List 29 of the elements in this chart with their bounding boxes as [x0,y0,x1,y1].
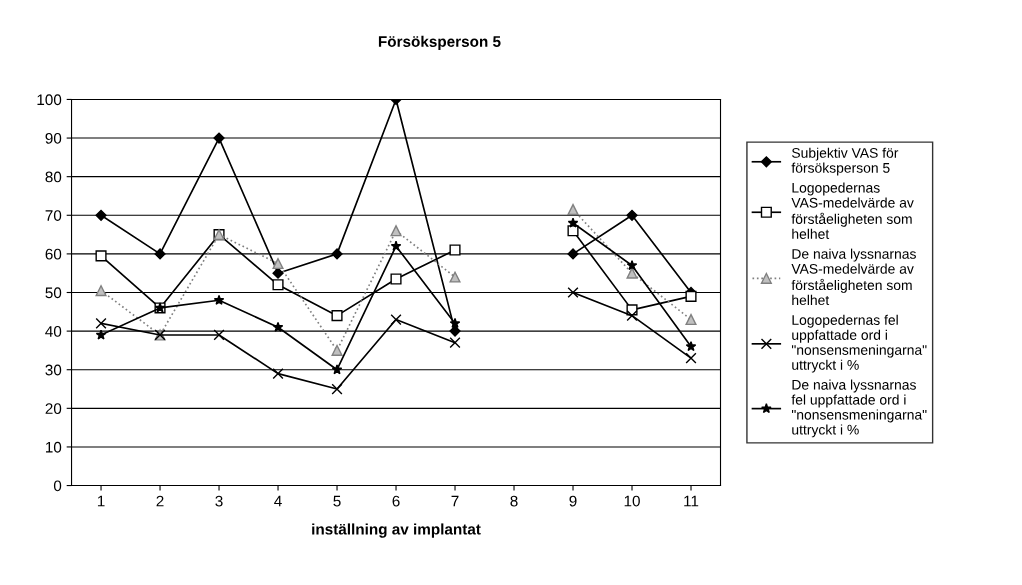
x-tick-label: 4 [274,495,282,507]
x-tick-label: 1 [97,495,105,507]
x-tick-label: 6 [392,495,400,507]
x-tick-label: 9 [569,495,577,507]
y-tick-label: 20 [45,403,62,415]
legend-label: De naiva lyssnarnas fel uppfattade ord i "nonsensmeningarna" uttryckt i % [791,379,927,438]
legend-label: Logopedernas VAS-medelvärde av förståeligheten som helhet [791,182,914,239]
y-tick-label: 90 [45,132,62,144]
x-tick-label: 5 [333,495,341,507]
chart-title: Försöksperson 5 [378,35,501,50]
y-tick-label: 70 [45,210,62,221]
y-tick-label: 50 [45,287,62,299]
legend-label: De naiva lyssnarnas VAS-medelvärde av förståeligheten som helhet [791,248,916,306]
legend-label: Subjektiv VAS för försöksperson 5 [791,147,899,176]
y-tick-label: 100 [37,94,62,106]
y-tick-label: 30 [45,364,62,376]
y-tick-label: 10 [45,441,62,453]
x-tick-label: 10 [624,495,640,507]
legend-label: Logopedernas fel uppfattade ord i "nonsensmeningarna" uttryckt i % [791,314,927,373]
y-tick-label: 60 [45,248,62,260]
y-tick-label: 0 [53,480,62,492]
y-tick-label: 40 [45,325,62,337]
x-tick-label: 3 [215,495,223,507]
x-tick-label: 8 [510,495,518,507]
x-tick-label: 2 [156,495,164,507]
x-tick-label: 7 [451,495,459,507]
y-tick-label: 80 [45,171,62,183]
x-tick-label: 11 [684,495,699,507]
x-axis-title: inställning av implantat [312,523,481,538]
